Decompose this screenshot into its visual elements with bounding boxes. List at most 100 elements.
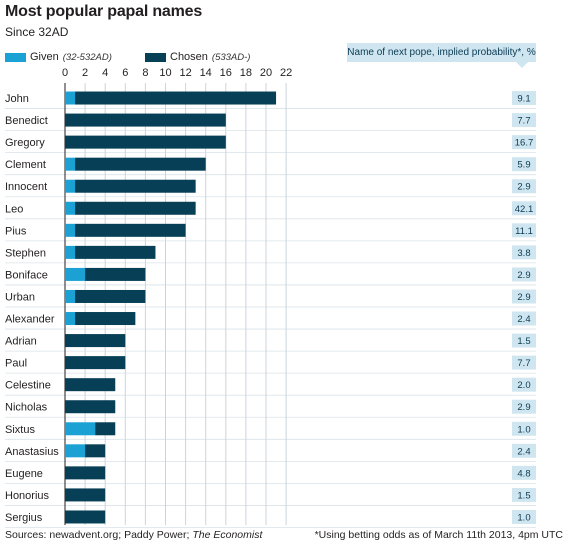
category-label: Boniface — [5, 269, 48, 281]
probability-box — [512, 421, 536, 436]
category-label: Sergius — [5, 512, 43, 524]
probability-value: 42.1 — [515, 204, 534, 215]
bar-chosen — [75, 289, 146, 303]
bar-given — [65, 91, 76, 105]
category-label: Stephen — [5, 247, 46, 259]
probability-box — [512, 91, 536, 106]
bar-chosen — [75, 245, 156, 259]
bar-chosen — [65, 135, 226, 149]
bar-chosen — [65, 356, 126, 370]
footnote: *Using betting odds as of March 11th 201… — [314, 529, 563, 541]
category-label: Benedict — [5, 115, 48, 127]
probability-value: 7.7 — [517, 358, 530, 369]
chart-title: Most popular papal names — [5, 3, 203, 20]
category-label: Nicholas — [5, 402, 48, 414]
bar-chosen — [75, 179, 196, 193]
category-label: Clement — [5, 159, 46, 171]
x-tick-label: 0 — [62, 67, 68, 79]
bar-chosen — [75, 157, 206, 171]
probability-value: 1.5 — [517, 490, 530, 501]
category-label: Pius — [5, 225, 27, 237]
probability-box — [512, 267, 536, 282]
bar-given — [65, 179, 76, 193]
bar-chosen — [65, 466, 106, 480]
probability-value: 3.8 — [517, 248, 530, 259]
category-label: Gregory — [5, 137, 45, 149]
probability-value: 5.9 — [517, 160, 530, 171]
bar-chosen — [95, 422, 116, 436]
probability-header: Name of next pope, implied probability*,… — [347, 43, 536, 68]
bar-chosen — [75, 201, 196, 215]
bar-chosen — [75, 91, 277, 105]
probability-value: 2.9 — [517, 270, 530, 281]
category-label: Honorius — [5, 490, 50, 502]
bar-chosen — [65, 488, 106, 502]
x-tick-label: 4 — [102, 67, 108, 79]
bar-chosen — [85, 267, 146, 281]
probability-box — [512, 223, 536, 238]
bar-given — [65, 245, 76, 259]
probability-box — [512, 157, 536, 172]
x-tick-label: 20 — [260, 67, 272, 79]
x-tick-label: 12 — [179, 67, 191, 79]
legend-chosen-range: (533AD-) — [211, 51, 251, 63]
category-label: Alexander — [5, 314, 55, 326]
legend-chosen-label: Chosen — [170, 51, 208, 63]
legend-given-range: (32-532AD) — [62, 51, 112, 63]
probability-value: 2.9 — [517, 182, 530, 193]
legend-given: Given (32-532AD) — [5, 51, 112, 63]
probability-box — [512, 465, 536, 480]
probability-box — [512, 179, 536, 194]
probability-value: 2.9 — [517, 402, 530, 413]
category-label: John — [5, 93, 29, 105]
bar-given — [65, 312, 76, 326]
probability-box — [512, 311, 536, 326]
bar-given — [65, 289, 76, 303]
probability-box — [512, 509, 536, 524]
probability-value: 9.1 — [517, 94, 530, 105]
probability-box — [512, 377, 536, 392]
chart-subtitle: Since 32AD — [5, 25, 69, 39]
probability-value: 2.9 — [517, 292, 530, 303]
sources-publication: The Economist — [192, 529, 263, 541]
probability-value: 1.5 — [517, 336, 530, 347]
probability-value: 4.8 — [517, 468, 530, 479]
probability-box — [512, 289, 536, 304]
bar-chosen — [85, 444, 106, 458]
probability-box — [512, 355, 536, 370]
category-label: Sixtus — [5, 424, 35, 436]
probability-value: 2.0 — [517, 380, 530, 391]
category-label: Anastasius — [5, 446, 59, 458]
bar-chosen — [65, 113, 226, 127]
x-tick-label: 6 — [122, 67, 128, 79]
probability-value: 1.0 — [517, 424, 530, 435]
probability-box — [512, 399, 536, 414]
bar-given — [65, 444, 86, 458]
probability-value: 7.7 — [517, 116, 530, 127]
category-label: Leo — [5, 203, 23, 215]
bar-chosen — [65, 378, 116, 392]
x-tick-label: 8 — [142, 67, 148, 79]
bar-chosen — [65, 400, 116, 414]
x-tick-label: 14 — [200, 67, 212, 79]
category-label: Innocent — [5, 181, 47, 193]
category-label: Celestine — [5, 380, 51, 392]
category-label: Eugene — [5, 468, 43, 480]
probability-box — [512, 487, 536, 502]
probability-box — [512, 135, 536, 150]
bar-given — [65, 201, 76, 215]
x-tick-label: 2 — [82, 67, 88, 79]
legend-given-swatch — [5, 52, 26, 62]
bar-given — [65, 267, 86, 281]
probability-box — [512, 113, 536, 128]
probability-value: 11.1 — [515, 226, 533, 237]
bar-given — [65, 422, 96, 436]
x-tick-label: 16 — [220, 67, 232, 79]
x-tick-label: 18 — [240, 67, 252, 79]
x-tick-label: 10 — [159, 67, 171, 79]
probability-value: 2.4 — [517, 314, 530, 325]
category-label: Adrian — [5, 336, 37, 348]
probability-box — [512, 333, 536, 348]
bar-given — [65, 223, 76, 237]
